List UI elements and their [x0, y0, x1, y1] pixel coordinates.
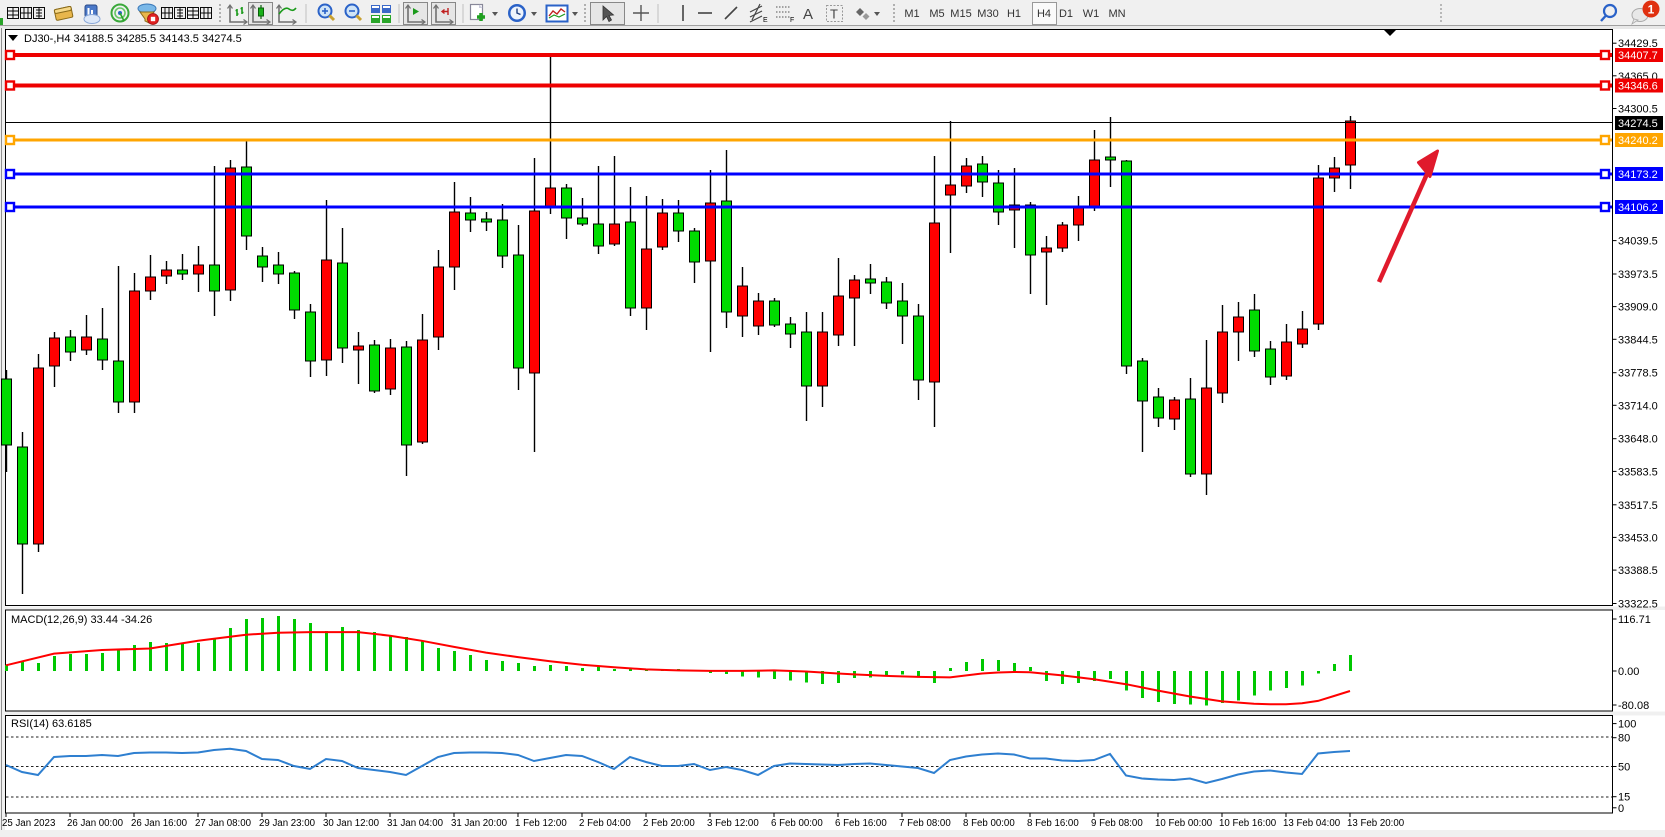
- svg-text:H1: H1: [1007, 8, 1021, 20]
- svg-text:D1: D1: [1059, 8, 1073, 20]
- svg-text:26 Jan 16:00: 26 Jan 16:00: [131, 818, 188, 829]
- svg-text:33648.0: 33648.0: [1618, 434, 1658, 446]
- svg-text:34039.5: 34039.5: [1618, 236, 1658, 248]
- svg-text:25 Jan 2023: 25 Jan 2023: [2, 818, 55, 829]
- svg-text:0: 0: [1618, 803, 1624, 815]
- svg-text:2 Feb 20:00: 2 Feb 20:00: [643, 818, 695, 829]
- svg-text:T: T: [830, 7, 838, 22]
- svg-text:-80.08: -80.08: [1618, 700, 1649, 712]
- svg-text:E: E: [763, 17, 768, 24]
- svg-text:33322.5: 33322.5: [1618, 599, 1658, 611]
- svg-text:M5: M5: [929, 8, 944, 20]
- svg-text:2 Feb 04:00: 2 Feb 04:00: [579, 818, 631, 829]
- svg-text:7 Feb 08:00: 7 Feb 08:00: [899, 818, 951, 829]
- svg-text:34407.7: 34407.7: [1618, 50, 1658, 62]
- svg-text:33973.5: 33973.5: [1618, 269, 1658, 281]
- svg-text:34173.2: 34173.2: [1618, 169, 1658, 181]
- svg-text:34346.6: 34346.6: [1618, 81, 1658, 93]
- svg-text:RSI(14) 63.6185: RSI(14) 63.6185: [11, 718, 92, 730]
- svg-text:6 Feb 00:00: 6 Feb 00:00: [771, 818, 823, 829]
- svg-text:33517.5: 33517.5: [1618, 500, 1658, 512]
- svg-text:A: A: [803, 6, 813, 23]
- svg-text:34300.5: 34300.5: [1618, 104, 1658, 116]
- svg-text:30 Jan 12:00: 30 Jan 12:00: [323, 818, 380, 829]
- svg-text:33714.0: 33714.0: [1618, 400, 1658, 412]
- svg-text:80: 80: [1618, 733, 1630, 745]
- svg-text:M1: M1: [904, 8, 919, 20]
- svg-text:13 Feb 20:00: 13 Feb 20:00: [1347, 818, 1405, 829]
- svg-text:M15: M15: [950, 8, 971, 20]
- svg-text:33844.5: 33844.5: [1618, 334, 1658, 346]
- svg-text:34274.5: 34274.5: [1618, 118, 1658, 130]
- svg-text:MACD(12,26,9) 33.44 -34.26: MACD(12,26,9) 33.44 -34.26: [11, 614, 152, 626]
- svg-text:MN: MN: [1108, 8, 1125, 20]
- svg-text:27 Jan 08:00: 27 Jan 08:00: [195, 818, 252, 829]
- svg-text:33583.5: 33583.5: [1618, 466, 1658, 478]
- svg-text:10 Feb 00:00: 10 Feb 00:00: [1155, 818, 1213, 829]
- svg-text:1: 1: [1648, 3, 1655, 17]
- svg-text:50: 50: [1618, 762, 1630, 774]
- svg-text:33909.0: 33909.0: [1618, 302, 1658, 314]
- svg-text:M30: M30: [977, 8, 998, 20]
- svg-text:29 Jan 23:00: 29 Jan 23:00: [259, 818, 316, 829]
- svg-text:31 Jan 04:00: 31 Jan 04:00: [387, 818, 444, 829]
- svg-text:0.00: 0.00: [1618, 666, 1639, 678]
- svg-text:116.71: 116.71: [1618, 614, 1651, 626]
- svg-text:31 Jan 20:00: 31 Jan 20:00: [451, 818, 508, 829]
- svg-text:3 Feb 12:00: 3 Feb 12:00: [707, 818, 759, 829]
- svg-text:33453.0: 33453.0: [1618, 532, 1658, 544]
- svg-text:15: 15: [1618, 792, 1630, 804]
- svg-text:8 Feb 00:00: 8 Feb 00:00: [963, 818, 1015, 829]
- svg-text:26 Jan 00:00: 26 Jan 00:00: [67, 818, 124, 829]
- svg-text:F: F: [790, 17, 794, 24]
- svg-text:34429.5: 34429.5: [1618, 38, 1658, 50]
- svg-text:100: 100: [1618, 719, 1636, 731]
- svg-text:13 Feb 04:00: 13 Feb 04:00: [1283, 818, 1341, 829]
- svg-text:W1: W1: [1083, 8, 1100, 20]
- svg-text:33388.5: 33388.5: [1618, 565, 1658, 577]
- svg-text:9 Feb 08:00: 9 Feb 08:00: [1091, 818, 1143, 829]
- svg-text:34106.2: 34106.2: [1618, 202, 1658, 214]
- svg-text:8 Feb 16:00: 8 Feb 16:00: [1027, 818, 1079, 829]
- svg-text:34240.2: 34240.2: [1618, 135, 1658, 147]
- svg-text:6 Feb 16:00: 6 Feb 16:00: [835, 818, 887, 829]
- svg-text:33778.5: 33778.5: [1618, 368, 1658, 380]
- svg-text:10 Feb 16:00: 10 Feb 16:00: [1219, 818, 1277, 829]
- svg-text:DJ30-,H4 34188.5 34285.5 3414: DJ30-,H4 34188.5 34285.5 34143.5 34274.5: [24, 33, 242, 45]
- svg-text:1 Feb 12:00: 1 Feb 12:00: [515, 818, 567, 829]
- svg-text:H4: H4: [1037, 8, 1051, 20]
